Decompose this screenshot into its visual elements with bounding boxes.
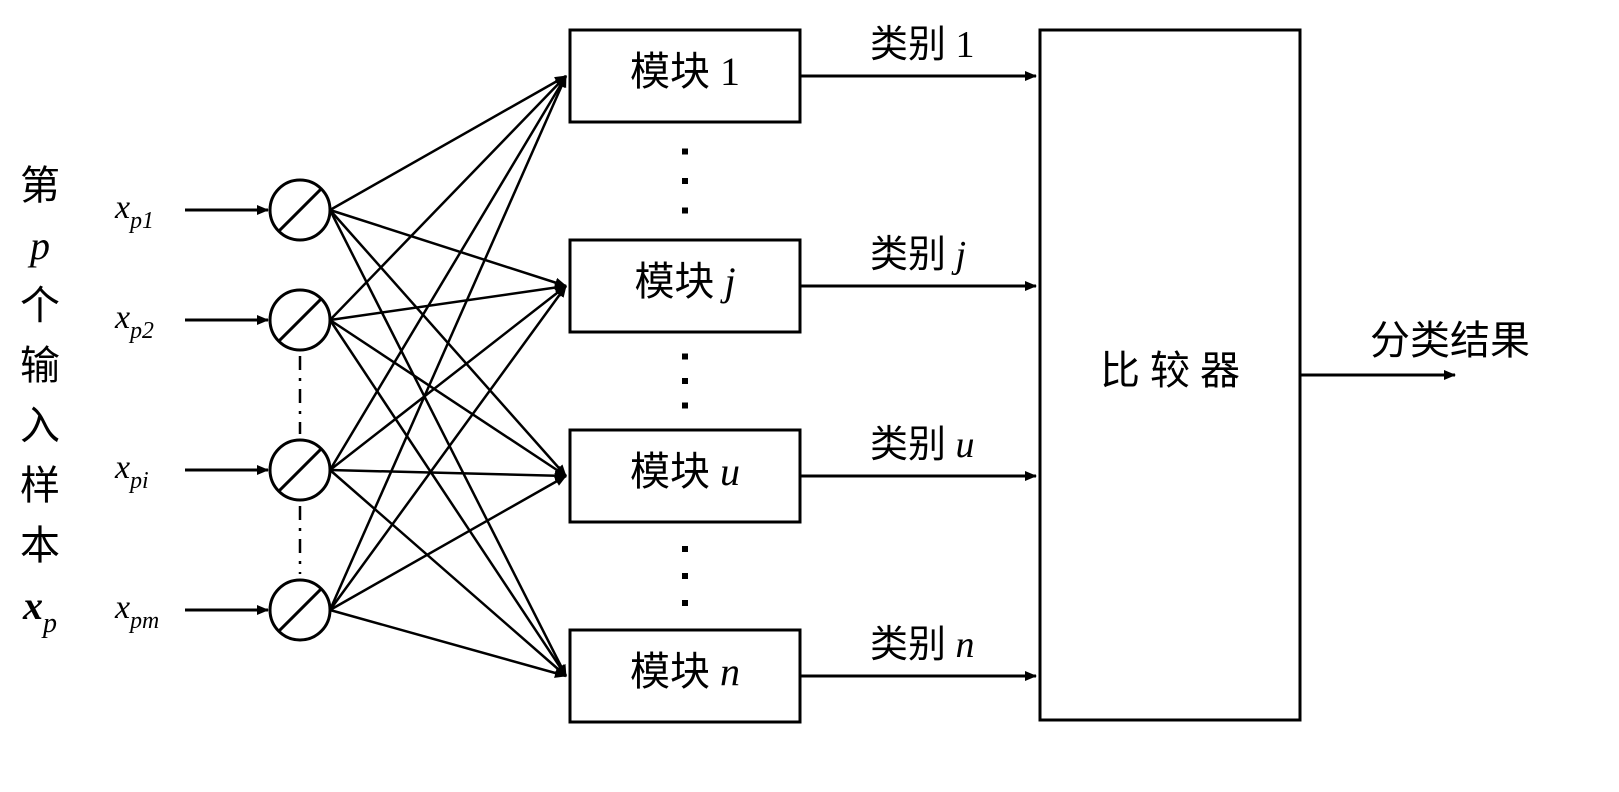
class-label-1: 类别 j: [870, 234, 966, 276]
side-label-char-2: 个: [20, 283, 60, 328]
side-label-char-0: 第: [20, 163, 60, 208]
input-label-1: xp2: [114, 299, 154, 345]
side-label-char-6: 本: [20, 523, 60, 568]
class-label-0: 类别 1: [870, 24, 975, 66]
side-label-xp: xp: [22, 583, 57, 639]
class-label-2: 类别 u: [870, 424, 975, 466]
side-label-char-4: 入: [20, 403, 60, 448]
class-label-3: 类别 n: [870, 624, 975, 666]
module-label-2: 模块 u: [630, 449, 740, 494]
output-label: 分类结果: [1370, 318, 1530, 363]
module-label-3: 模块 n: [630, 649, 740, 694]
side-label-p: p: [27, 223, 50, 268]
input-label-2: xpi: [114, 449, 149, 495]
input-label-0: xp1: [114, 189, 154, 235]
module-label-1: 模块 j: [634, 259, 735, 304]
module-label-0: 模块 1: [630, 49, 740, 94]
comparator-label: 比 较 器: [1100, 348, 1240, 393]
side-label-char-5: 样: [20, 463, 60, 508]
side-label-char-3: 输: [20, 343, 60, 388]
input-label-3: xpm: [114, 589, 159, 635]
